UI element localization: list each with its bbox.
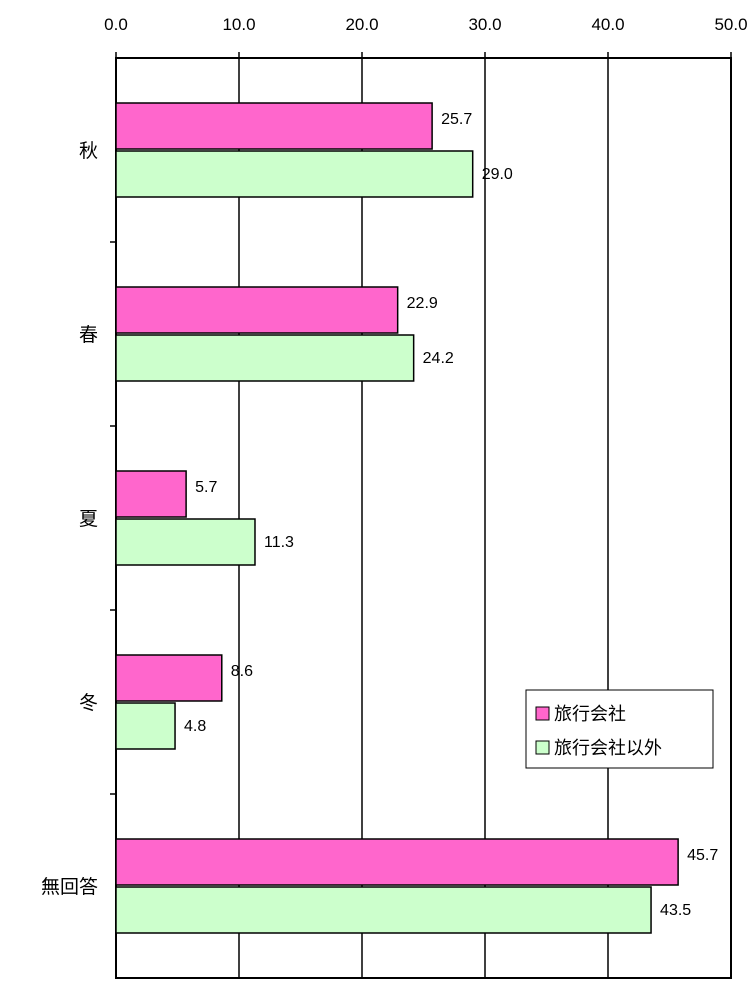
bar-non-travel-agency xyxy=(115,702,176,750)
x-tick-label: 50.0 xyxy=(714,15,747,34)
data-label: 5.7 xyxy=(195,479,217,496)
bar-travel-agency xyxy=(115,102,433,150)
legend-label-series-1: 旅行会社 xyxy=(554,704,626,725)
bar-travel-agency xyxy=(115,654,223,702)
bar-travel-agency xyxy=(115,838,679,886)
data-label: 24.2 xyxy=(423,350,454,367)
data-label: 43.5 xyxy=(660,902,691,919)
plot-area xyxy=(115,57,732,979)
data-label: 8.6 xyxy=(231,663,253,680)
data-label: 11.3 xyxy=(264,534,294,551)
legend: 旅行会社 旅行会社以外 xyxy=(525,689,714,769)
bar-non-travel-agency xyxy=(115,334,415,382)
y-category-label: 春 xyxy=(79,324,98,346)
data-label: 29.0 xyxy=(482,166,513,183)
x-tick-label: 0.0 xyxy=(104,15,128,34)
x-tick-label: 40.0 xyxy=(591,15,624,34)
legend-swatch-series-1 xyxy=(535,706,550,721)
legend-label-series-2: 旅行会社以外 xyxy=(554,738,662,759)
bar-travel-agency xyxy=(115,286,399,334)
bar-non-travel-agency xyxy=(115,518,256,566)
data-label: 45.7 xyxy=(687,847,718,864)
legend-swatch-series-2 xyxy=(535,740,550,755)
legend-box xyxy=(525,689,714,769)
bar-travel-agency xyxy=(115,470,187,518)
y-category-label: 夏 xyxy=(79,508,98,530)
data-label: 25.7 xyxy=(441,111,472,128)
x-tick-label: 30.0 xyxy=(468,15,501,34)
x-tick-label: 10.0 xyxy=(222,15,255,34)
gridlines xyxy=(110,52,732,978)
x-axis-ticks: 0.0 10.0 20.0 30.0 40.0 50.0 xyxy=(104,15,747,34)
y-category-label: 秋 xyxy=(79,140,98,162)
data-label: 4.8 xyxy=(184,718,206,735)
data-labels: 25.7 22.9 5.7 8.6 45.7 29.0 24.2 11.3 4.8 43.5 xyxy=(184,111,718,919)
bar-non-travel-agency xyxy=(115,150,474,198)
bars xyxy=(115,102,679,934)
bar-non-travel-agency xyxy=(115,886,652,934)
y-category-label: 冬 xyxy=(79,692,98,714)
data-label: 22.9 xyxy=(407,295,438,312)
y-category-label: 無回答 xyxy=(41,876,98,898)
x-tick-label: 20.0 xyxy=(345,15,378,34)
